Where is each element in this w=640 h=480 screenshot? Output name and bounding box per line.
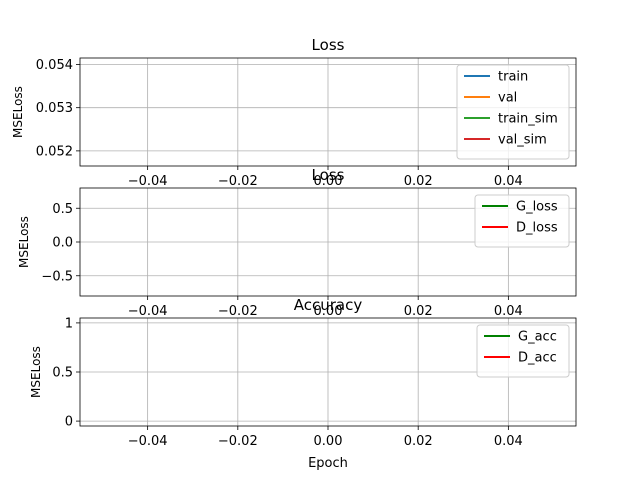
x-tick-label: −0.04: [128, 434, 168, 449]
legend-box: [474, 194, 570, 248]
subplot-1: −0.04 −0.02 0.00 0.02 0.04 0.052 0.053 0.054 Los…: [11, 36, 577, 189]
y-axis-label: MSELoss: [17, 216, 31, 268]
y-tick-label: 0: [65, 415, 73, 430]
x-tick-label: 0.02: [404, 304, 433, 319]
y-tick-label: 0.5: [52, 366, 73, 381]
x-tick-label: 0.02: [404, 434, 433, 449]
legend-label: val_sim: [498, 133, 547, 148]
y-axis-label: MSELoss: [11, 86, 25, 138]
legend-label: G_acc: [518, 330, 557, 345]
y-tick-label: 0.052: [36, 144, 73, 159]
y-tick-label: 1: [65, 316, 73, 331]
subplot-title: Loss: [312, 166, 345, 184]
y-tick-label: −0.5: [41, 269, 73, 284]
y-tick-label: 0.054: [36, 58, 73, 73]
x-axis-label: Epoch: [308, 456, 348, 471]
legend-label: train: [498, 70, 528, 85]
x-tick-label: 0.04: [494, 434, 523, 449]
legend-label: D_loss: [516, 221, 558, 236]
axes-frame: [79, 317, 577, 427]
x-tick-label: 0.04: [494, 174, 523, 189]
x-tick-label: 0.00: [314, 174, 343, 189]
x-tick-label: −0.02: [218, 304, 258, 319]
legend: G_acc D_acc: [476, 324, 570, 378]
legend-box: [456, 64, 570, 160]
legend: G_loss D_loss: [474, 194, 570, 248]
x-tick-label: −0.02: [218, 174, 258, 189]
x-tick-label: 0.00: [314, 304, 343, 319]
subplot-3: −0.04 −0.02 0.00 0.02 0.04 0 0.5 1 Accuracy MSELo…: [29, 296, 577, 471]
y-tick-label: 0.053: [36, 101, 73, 116]
subplot-2: −0.04 −0.02 0.00 0.02 0.04 −0.5 0.0 0.5 Loss MSEL…: [17, 166, 577, 319]
x-tick-label: −0.02: [218, 434, 258, 449]
axes-frame: [79, 57, 577, 167]
x-tick-label: −0.04: [128, 174, 168, 189]
x-tick-label: 0.00: [314, 434, 343, 449]
legend-label: D_acc: [518, 351, 557, 366]
axes-frame: [79, 187, 577, 297]
x-tick-label: −0.04: [128, 304, 168, 319]
y-axis-label: MSELoss: [29, 346, 43, 398]
subplot-title: Loss: [312, 36, 345, 54]
subplot-title: Accuracy: [294, 296, 363, 314]
y-tick-label: 0.5: [52, 202, 73, 217]
legend-box: [476, 324, 570, 378]
legend-label: train_sim: [498, 112, 558, 127]
legend-label: val: [498, 91, 517, 106]
legend: train val train_sim val_sim: [456, 64, 570, 160]
x-tick-label: 0.02: [404, 174, 433, 189]
y-tick-label: 0.0: [52, 236, 73, 251]
x-tick-label: 0.04: [494, 304, 523, 319]
legend-label: G_loss: [516, 200, 558, 215]
